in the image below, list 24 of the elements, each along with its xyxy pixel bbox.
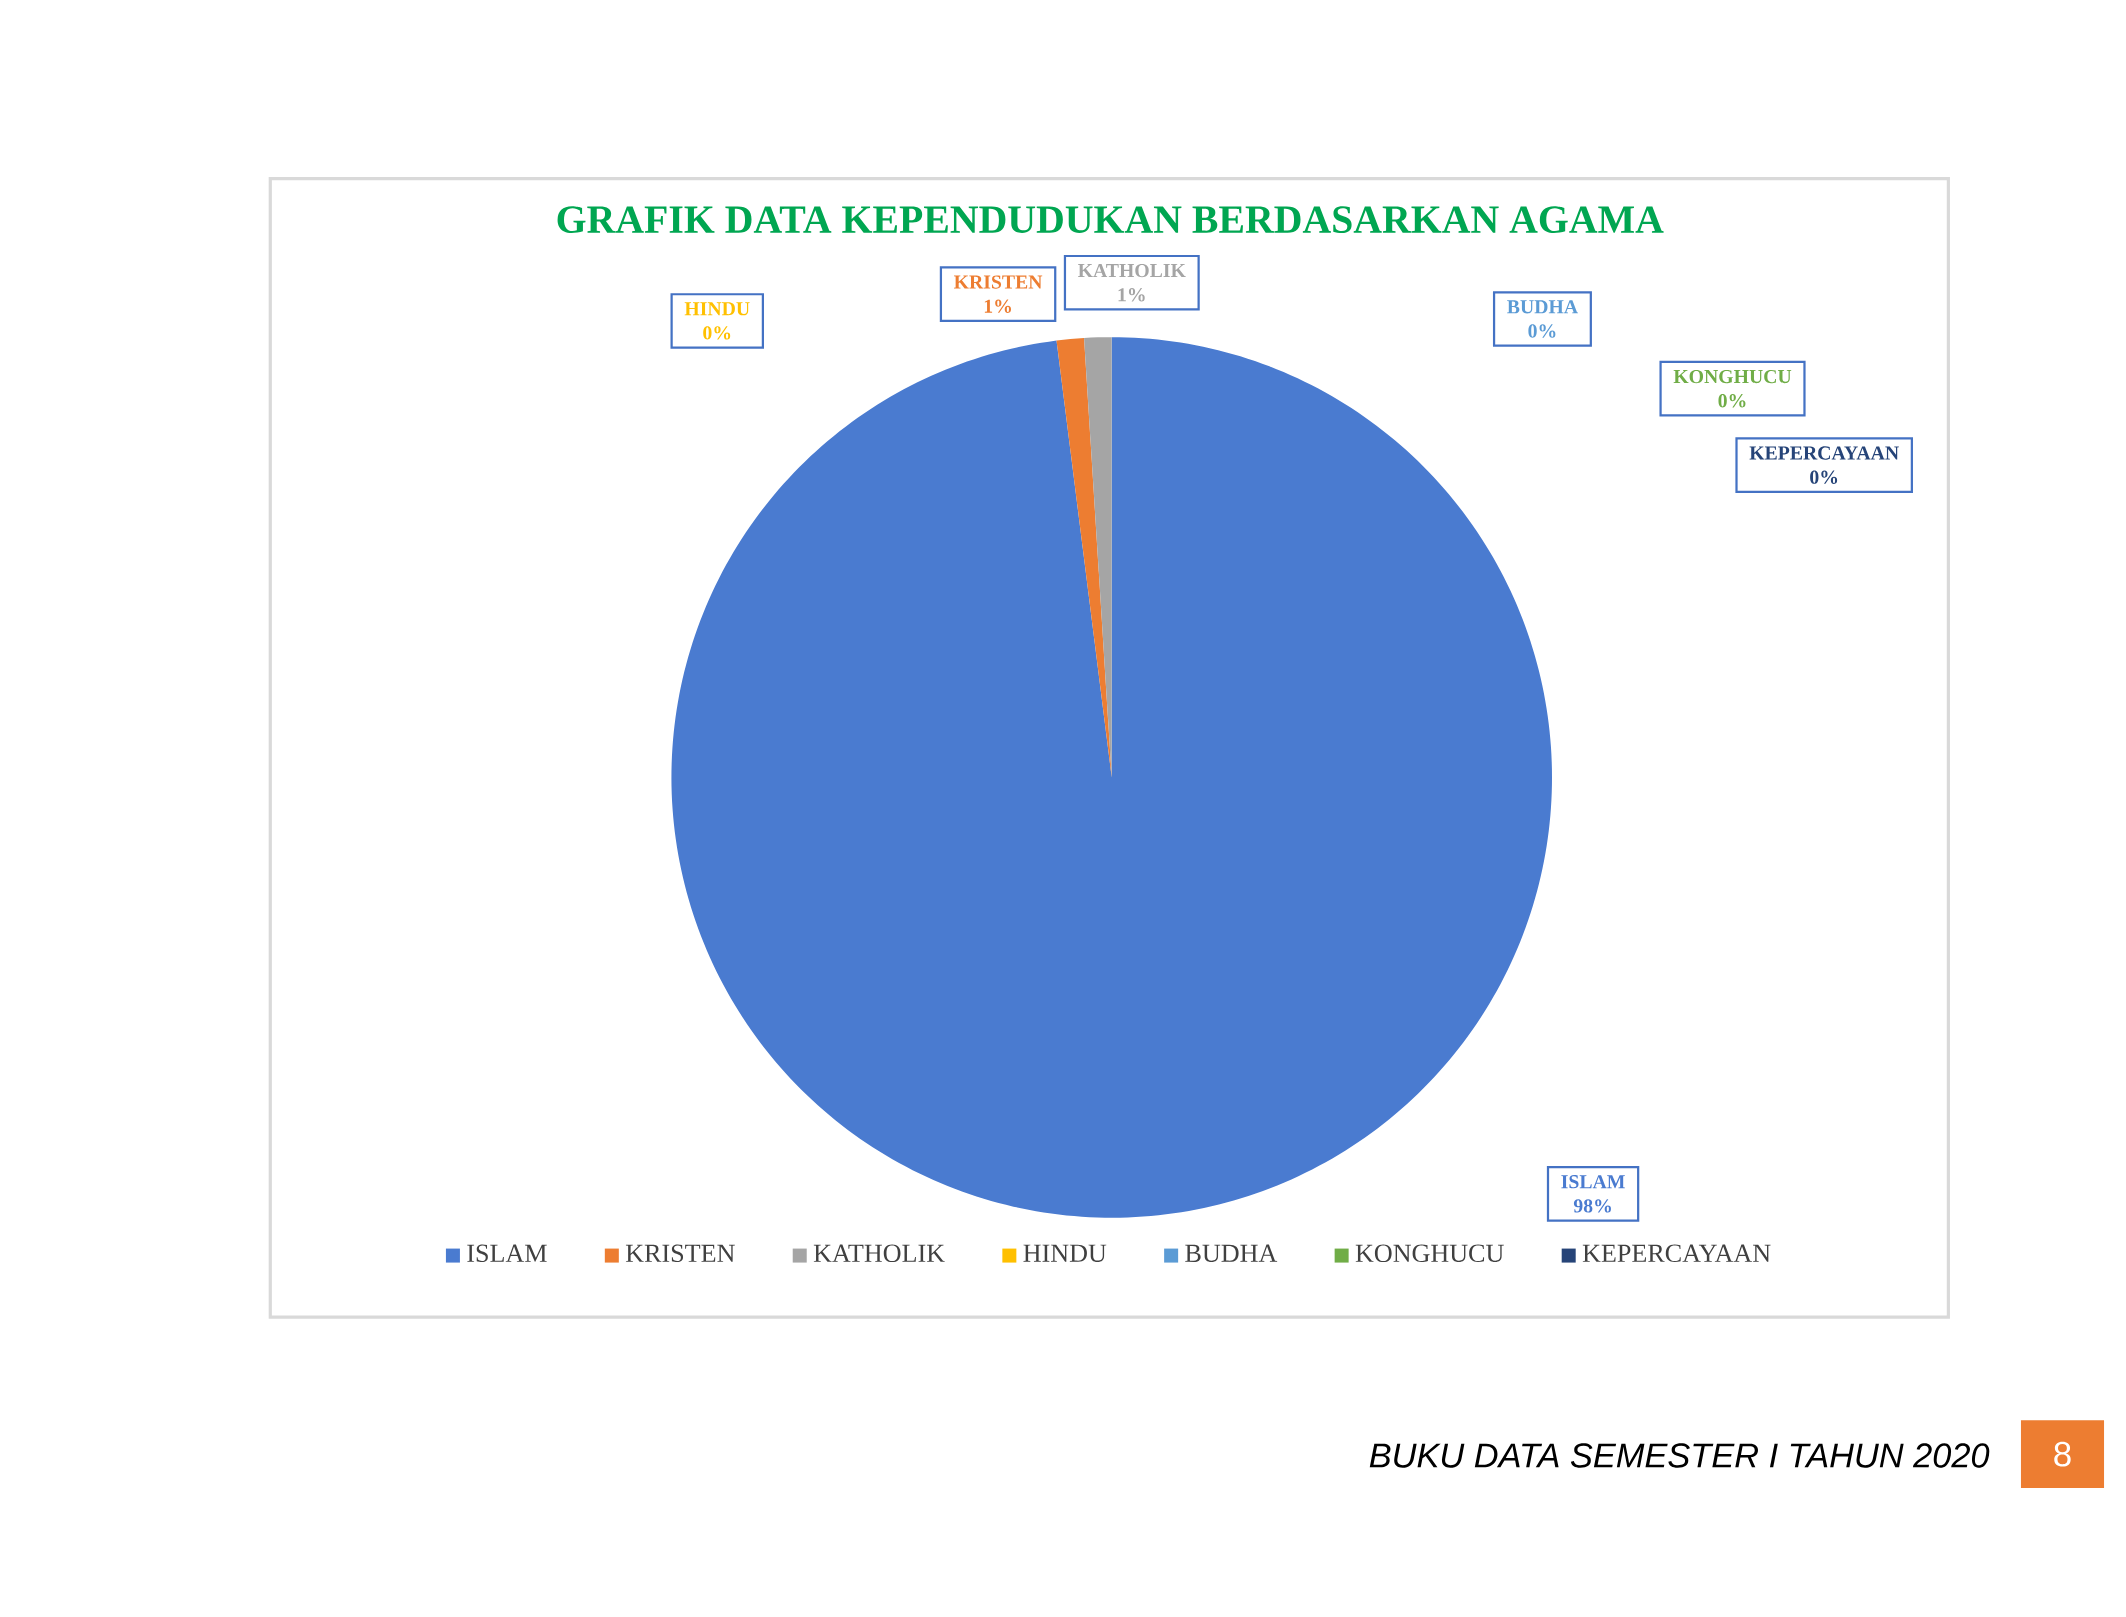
text: 0%	[1718, 394, 1746, 408]
slice-label: ISLAM	[1561, 1175, 1625, 1189]
category-label: HINDU	[684, 302, 750, 316]
slice-label: KRISTEN	[954, 275, 1043, 289]
chart-title: GRAFIK DATA KEPENDUDUKAN BERDASARKAN AGAMA	[557, 206, 1664, 234]
text: 8	[2054, 1441, 2071, 1467]
category-label: KONGHUCU	[1673, 369, 1792, 384]
legend-label: KRISTEN	[625, 1244, 735, 1263]
legend-label: KATHOLIK	[813, 1244, 945, 1263]
legend-label: KONGHUCU	[1355, 1244, 1504, 1263]
data-label: 1%	[984, 299, 1012, 313]
legend-label: HINDU	[1023, 1244, 1107, 1263]
slice-label: KATHOLIK	[1078, 263, 1186, 278]
data-label: 1%	[1118, 288, 1145, 302]
legend-label: BUDHA	[1185, 1244, 1278, 1263]
category-label: KEPERCAYAAN	[1749, 446, 1899, 460]
data-label: 98%	[1573, 1199, 1611, 1213]
legend-label: ISLAM	[467, 1244, 547, 1263]
category-label: BUDHA	[1507, 300, 1578, 314]
text: 0%	[1528, 324, 1556, 338]
legend-label: KEPERCAYAAN	[1582, 1244, 1771, 1263]
text: BUKU DATA SEMESTER I TAHUN 2020	[1369, 1443, 1990, 1468]
text: 0%	[703, 326, 731, 340]
text: 0%	[1810, 470, 1838, 484]
